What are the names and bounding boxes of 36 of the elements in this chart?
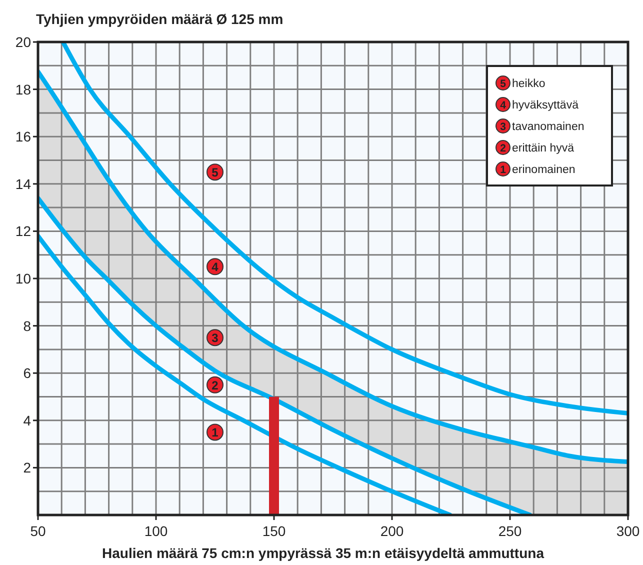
annotation: 1 (212, 426, 219, 440)
line-series (38, 234, 452, 515)
x-tick-label: 50 (30, 523, 46, 539)
y-tick-label: 20 (15, 34, 32, 50)
x-tick-label: 200 (380, 523, 404, 539)
legend-label: erittäin hyvä (512, 142, 575, 154)
x-axis-title: Haulien määrä 75 cm:n ympyrässä 35 m:n etäisyydeltä ammuttuna (102, 545, 544, 561)
text: 2 (500, 142, 506, 154)
text: 3 (500, 121, 506, 133)
x-tick-label: 150 (262, 523, 286, 539)
y-tick-label: 4 (23, 412, 32, 428)
y-tick-label: 16 (15, 128, 32, 145)
y-tick-label: 8 (23, 318, 32, 334)
x-tick-label: 250 (498, 523, 522, 539)
y-axis-title: Tyhjien ympyröiden määrä Ø 125 mm (36, 11, 284, 27)
text: 4 (500, 100, 506, 112)
text: 5 (500, 78, 506, 90)
annotation: 4 (212, 260, 219, 274)
line-series (38, 196, 532, 515)
text: 1 (500, 164, 506, 176)
legend-label: tavanomainen (512, 121, 584, 133)
legend-label: heikko (512, 78, 546, 90)
y-tick-label: 6 (23, 365, 32, 382)
legend-label: hyväksyttävä (512, 100, 580, 112)
legend-label: erinomainen (512, 164, 576, 176)
annotation: 5 (212, 166, 219, 180)
y-tick-label: 2 (23, 460, 32, 476)
annotation: 2 (212, 378, 219, 392)
y-tick-label: 10 (15, 270, 32, 286)
line-series (60, 42, 628, 416)
x-tick-label: 300 (616, 523, 640, 539)
y-tick-label: 18 (15, 81, 32, 98)
y-tick-label: 14 (15, 176, 32, 192)
y-tick-label: 12 (15, 223, 32, 240)
x-tick-label: 100 (144, 523, 168, 539)
annotation: 3 (212, 331, 219, 346)
